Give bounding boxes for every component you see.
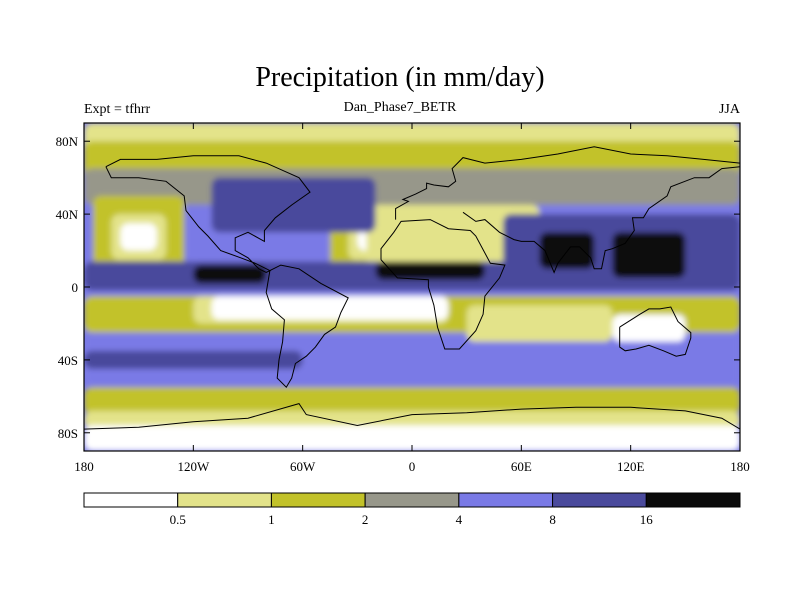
y-tick-label-3: 40S — [58, 353, 78, 368]
x-tick-label-4: 60E — [511, 459, 532, 474]
coastline-2 — [380, 219, 506, 350]
colorbar-label-0: 0.5 — [170, 512, 186, 527]
precip-region-17 — [211, 296, 449, 320]
coastline-0 — [105, 155, 311, 273]
y-tick-label-4: 80S — [58, 426, 78, 441]
x-tick-label-5: 120E — [617, 459, 645, 474]
coastline-6 — [84, 403, 740, 430]
x-tick-label-0: 180 — [74, 459, 94, 474]
colorbar-box-0 — [83, 492, 179, 508]
experiment-label: Expt = tfhrr — [84, 102, 151, 117]
precip-region-24 — [539, 232, 595, 269]
colorbar-box-4 — [458, 492, 554, 508]
precipitation-field — [84, 123, 740, 451]
x-tick-label-1: 120W — [177, 459, 210, 474]
precip-region-5 — [84, 410, 740, 430]
chart-subtitle: Dan_Phase7_BETR — [343, 100, 457, 115]
precip-region-25 — [612, 232, 686, 278]
x-tick-label-2: 60W — [290, 459, 316, 474]
precip-region-4 — [84, 387, 740, 415]
colorbar-box-3 — [364, 492, 460, 508]
x-tick-label-3: 0 — [409, 459, 416, 474]
y-tick-label-0: 80N — [56, 134, 79, 149]
y-axis: 80N 40N 0 40S 80S — [56, 134, 740, 441]
precip-region-21 — [193, 265, 267, 284]
colorbar-label-5: 16 — [640, 512, 654, 527]
x-axis: 180 120W 60W 0 60E 120E 180 — [74, 123, 750, 474]
colorbar-box-2 — [270, 492, 366, 508]
colorbar-label-3: 4 — [456, 512, 463, 527]
colorbar-box-1 — [177, 492, 272, 508]
x-tick-label-6: 180 — [730, 459, 750, 474]
season-label: JJA — [718, 102, 740, 117]
colorbar-label-4: 8 — [549, 512, 556, 527]
precip-region-27 — [211, 177, 376, 233]
precip-region-6 — [84, 425, 740, 451]
precip-region-19 — [612, 314, 686, 342]
y-tick-label-1: 40N — [56, 207, 79, 222]
coastlines — [84, 146, 740, 430]
precip-region-26 — [84, 350, 303, 369]
colorbar-box-5 — [552, 492, 647, 508]
coastline-5 — [619, 306, 692, 357]
colorbar-box-6 — [645, 492, 741, 508]
precip-region-18 — [466, 305, 613, 342]
y-tick-label-2: 0 — [72, 280, 79, 295]
precip-region-9 — [120, 223, 157, 251]
precip-region-22 — [375, 261, 485, 280]
coastline-4 — [462, 166, 740, 274]
chart-title: Precipitation (in mm/day) — [255, 62, 545, 93]
colorbar-label-1: 1 — [268, 512, 275, 527]
colorbar-label-2: 2 — [362, 512, 369, 527]
colorbar-legend: 0.5 1 2 4 8 16 — [83, 492, 741, 527]
coastline-1 — [265, 264, 349, 389]
coastline-3 — [395, 146, 740, 220]
